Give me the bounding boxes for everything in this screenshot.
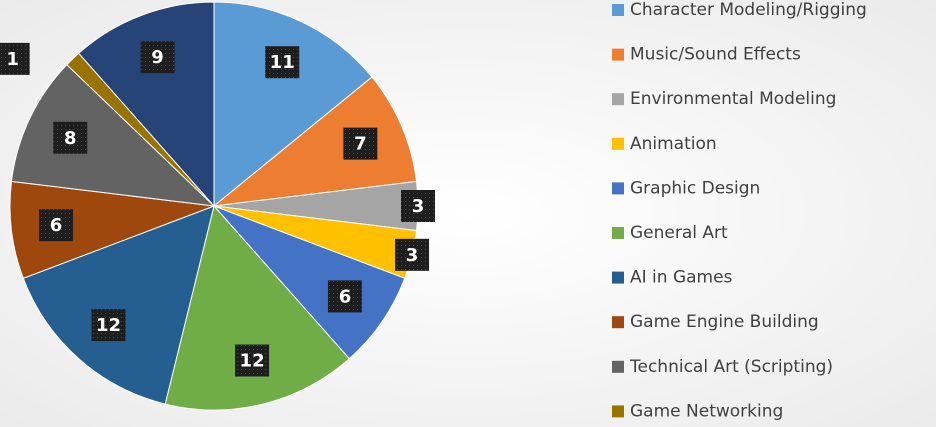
legend-label: Music/Sound Effects — [630, 45, 801, 65]
legend-swatch — [612, 271, 624, 284]
data-label: 9 — [151, 47, 164, 68]
legend-label: Game Networking — [630, 401, 783, 421]
legend-label: Environmental Modeling — [630, 89, 836, 109]
legend-swatch — [612, 137, 624, 150]
data-label-box — [265, 46, 300, 79]
data-label-box — [327, 280, 362, 313]
data-label-box — [343, 127, 378, 160]
data-label: 3 — [412, 196, 425, 217]
data-label: 7 — [354, 134, 367, 155]
legend-swatch — [612, 4, 624, 16]
data-label-box — [235, 344, 270, 377]
data-label: 12 — [96, 315, 121, 336]
legend-label: Graphic Design — [630, 178, 760, 198]
pie-slice — [9, 180, 215, 279]
legend-label: General Art — [630, 223, 728, 243]
legend-swatch — [612, 227, 624, 239]
legend-label: Technical Art (Scripting) — [629, 357, 833, 377]
pie-slice — [212, 76, 418, 207]
pie-slice — [10, 63, 216, 207]
data-label: 6 — [50, 215, 63, 236]
legend-swatch — [612, 182, 624, 195]
data-label-box — [53, 121, 88, 154]
data-label: 3 — [406, 245, 419, 266]
pie-slice — [164, 204, 350, 411]
data-label-box — [395, 238, 430, 271]
data-label-box — [140, 41, 175, 74]
pie-slice — [78, 1, 215, 208]
data-label-box — [39, 209, 74, 242]
data-label: 12 — [240, 350, 265, 371]
data-label-box — [401, 190, 435, 222]
pie-slice — [213, 1, 373, 208]
pie-slice — [213, 205, 406, 360]
legend-label: Animation — [630, 134, 717, 154]
legend-swatch — [612, 360, 624, 373]
data-label: 1 — [6, 49, 19, 70]
pie-slice — [22, 205, 215, 405]
legend-swatch — [612, 405, 624, 418]
data-label: 11 — [270, 52, 295, 73]
legend-swatch — [612, 316, 624, 329]
data-label: 6 — [339, 286, 352, 307]
legend-label: AI in Games — [630, 268, 733, 288]
legend-swatch — [612, 48, 624, 61]
data-label: 8 — [64, 128, 77, 149]
legend-label: Character Modeling/Rigging — [630, 0, 867, 20]
data-label-box — [91, 309, 126, 342]
legend-label: Game Engine Building — [630, 312, 819, 332]
legend-swatch — [612, 93, 624, 106]
data-label-box — [0, 42, 30, 75]
